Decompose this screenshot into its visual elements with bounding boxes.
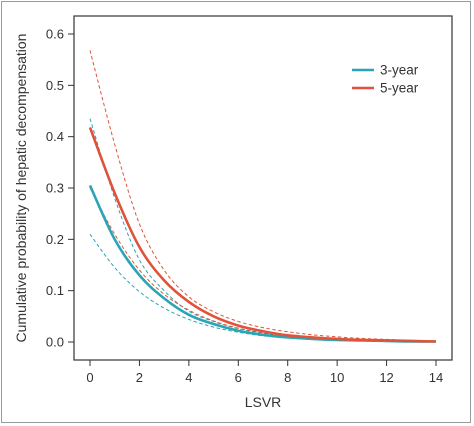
y-tick-label: 0.1 — [46, 283, 64, 298]
y-tick-label: 0.5 — [46, 78, 64, 93]
y-tick-label: 0.3 — [46, 181, 64, 196]
legend-label: 5-year — [380, 81, 419, 96]
x-tick-label: 10 — [330, 370, 344, 385]
x-tick-label: 12 — [379, 370, 393, 385]
x-tick-label: 4 — [185, 370, 192, 385]
series-lines — [88, 126, 437, 343]
x-tick-label: 2 — [136, 370, 143, 385]
series-5-year-line — [88, 126, 437, 343]
legend: 3-year 5-year — [352, 63, 419, 96]
y-tick-label: 0.4 — [46, 129, 64, 144]
axes-group: 0 2 4 6 8 10 12 14 0.0 0.1 0.2 0.3 0.4 0.5 0.6 — [46, 15, 453, 385]
x-tick-label: 14 — [429, 370, 443, 385]
series-3-year-line — [88, 184, 437, 343]
legend-label: 3-year — [380, 63, 419, 78]
x-axis-label: LSVR — [245, 394, 282, 410]
x-tick-label: 0 — [86, 370, 93, 385]
series-5-year-ci-lower — [89, 187, 437, 343]
y-tick-label: 0.2 — [46, 232, 64, 247]
x-tick-label: 8 — [284, 370, 291, 385]
y-tick-label: 0.0 — [46, 335, 64, 350]
x-tick-label: 6 — [235, 370, 242, 385]
y-axis-label: Cumulative probability of hepatic decomp… — [13, 34, 29, 343]
y-tick-label: 0.6 — [46, 27, 64, 42]
